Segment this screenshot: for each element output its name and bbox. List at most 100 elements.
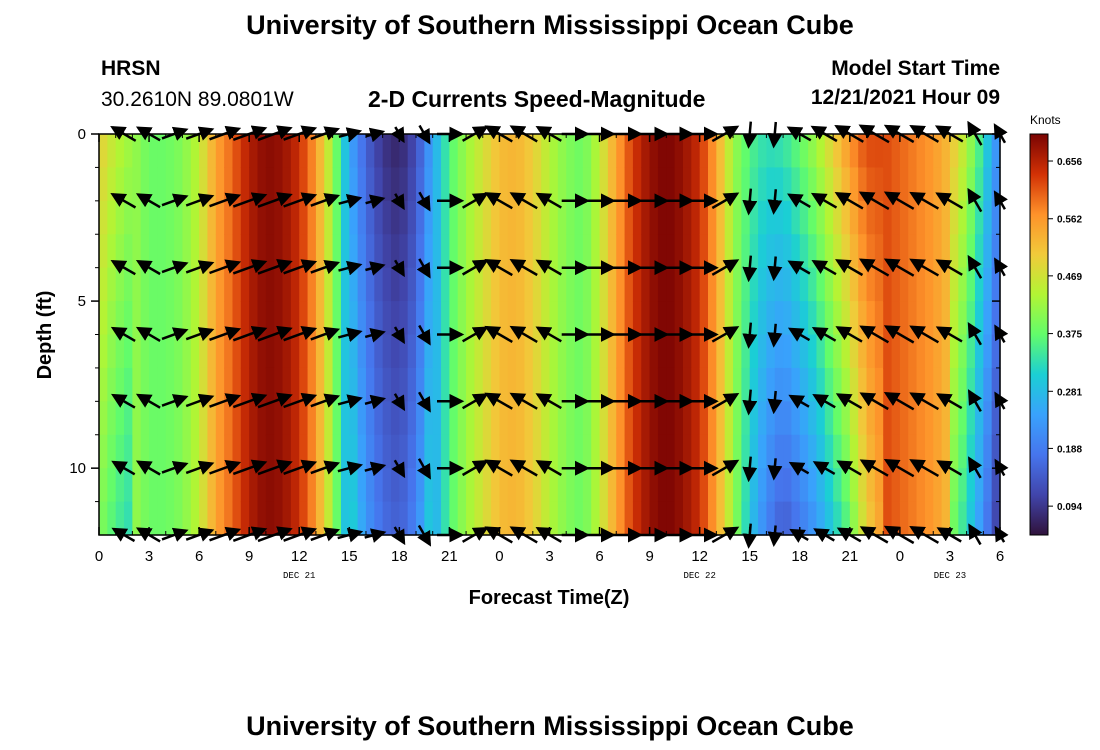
heatmap-cell <box>833 334 843 369</box>
heatmap-cell <box>724 234 734 269</box>
current-vector <box>283 392 318 409</box>
heatmap-cell <box>174 401 184 436</box>
heatmap-cell <box>324 167 334 202</box>
heatmap-cell <box>132 468 142 503</box>
heatmap-cell <box>549 367 559 402</box>
heatmap-cell <box>699 367 709 402</box>
x-tick-label: 0 <box>495 548 503 565</box>
heatmap-cell <box>107 468 117 503</box>
heatmap-cell <box>474 267 484 302</box>
heatmap-cell <box>808 401 818 436</box>
current-vector <box>185 393 215 408</box>
heatmap-cell <box>532 401 542 436</box>
heatmap-cell <box>899 501 909 536</box>
heatmap-cell <box>416 301 425 336</box>
heatmap-cell <box>357 401 367 436</box>
heatmap-cell <box>891 468 901 503</box>
current-vector <box>711 326 740 343</box>
heatmap-cell <box>541 367 551 402</box>
heatmap-cell <box>649 234 659 269</box>
heatmap-cell <box>591 367 601 402</box>
heatmap-cell <box>916 267 926 302</box>
heatmap-cell <box>399 434 409 469</box>
heatmap-cell <box>666 501 676 536</box>
heatmap-cell <box>424 301 434 336</box>
heatmap-cell <box>941 468 951 503</box>
heatmap-cell <box>849 334 859 369</box>
heatmap-cell <box>474 334 484 369</box>
heatmap-cell <box>499 134 509 169</box>
heatmap-cell <box>883 434 893 469</box>
heatmap-cell <box>783 468 793 503</box>
heatmap-cell <box>949 234 959 269</box>
heatmap-cell <box>307 200 317 235</box>
current-vector <box>935 259 963 276</box>
heatmap-cell <box>582 267 592 302</box>
heatmap-cell <box>891 200 901 235</box>
heatmap-cell <box>724 167 734 202</box>
heatmap-cell <box>265 501 275 536</box>
heatmap-cell <box>349 200 359 235</box>
heatmap-cell <box>933 234 943 269</box>
heatmap-cell <box>808 434 818 469</box>
heatmap-cell <box>399 468 409 503</box>
heatmap-cell <box>99 167 108 202</box>
heatmap-cell <box>340 401 350 436</box>
heatmap-cell <box>549 301 559 336</box>
heatmap-cell <box>299 301 309 336</box>
heatmap-cell <box>758 468 767 503</box>
heatmap-cell <box>374 501 384 536</box>
heatmap-cell <box>974 367 984 402</box>
current-vector <box>883 258 915 277</box>
heatmap-cell <box>657 468 667 503</box>
heatmap-cell <box>499 501 509 536</box>
heatmap-cell <box>474 434 484 469</box>
heatmap-cell <box>215 167 225 202</box>
heatmap-cell <box>874 367 884 402</box>
heatmap-cell <box>382 434 392 469</box>
heatmap-cell <box>124 267 133 302</box>
current-vector <box>967 389 982 413</box>
y-tick-label: 0 <box>78 126 86 143</box>
heatmap-cell <box>649 468 659 503</box>
heatmap-cell <box>908 134 918 169</box>
heatmap-cell <box>991 234 1001 269</box>
heatmap-cell <box>682 200 692 235</box>
heatmap-cell <box>99 234 108 269</box>
heatmap-cell <box>532 334 542 369</box>
heatmap-cell <box>165 401 175 436</box>
heatmap-cell <box>541 501 551 536</box>
x-tick-label: 12 <box>291 548 308 565</box>
current-vector <box>232 192 268 208</box>
heatmap-cell <box>432 200 442 235</box>
x-axis: 0 3 6 9 12 15 18 21 0 3 6 9 12 15 18 21 0 3 6 DEC 21 DEC 22 D… <box>95 134 1004 581</box>
heatmap-cell <box>215 334 225 369</box>
heatmap-cell <box>240 501 250 536</box>
heatmap-cell <box>349 167 359 202</box>
heatmap-cell <box>199 501 209 536</box>
heatmap-cell <box>549 267 559 302</box>
date-label: DEC 22 <box>683 571 715 581</box>
heatmap-cell <box>883 200 893 235</box>
heatmap-cell <box>891 501 901 536</box>
heatmap-cell <box>733 167 742 202</box>
heatmap-cell <box>916 334 926 369</box>
heatmap-cell <box>649 167 659 202</box>
heatmap-cell <box>682 301 692 336</box>
heatmap-cell <box>315 434 325 469</box>
date-label: DEC 21 <box>283 571 315 581</box>
heatmap-cell <box>374 401 384 436</box>
heatmap-cell <box>432 234 442 269</box>
heatmap-cell <box>482 468 492 503</box>
heatmap-cell <box>908 401 918 436</box>
heatmap-cell <box>883 468 893 503</box>
heatmap-cell <box>457 367 467 402</box>
heatmap-cell <box>524 501 534 536</box>
current-vector <box>257 259 293 275</box>
heatmap-cell <box>632 367 642 402</box>
heatmap-cell <box>749 200 759 235</box>
heatmap-cell <box>249 367 259 402</box>
heatmap-cell <box>582 234 592 269</box>
heatmap-cell <box>607 334 617 369</box>
current-vector <box>883 458 915 478</box>
